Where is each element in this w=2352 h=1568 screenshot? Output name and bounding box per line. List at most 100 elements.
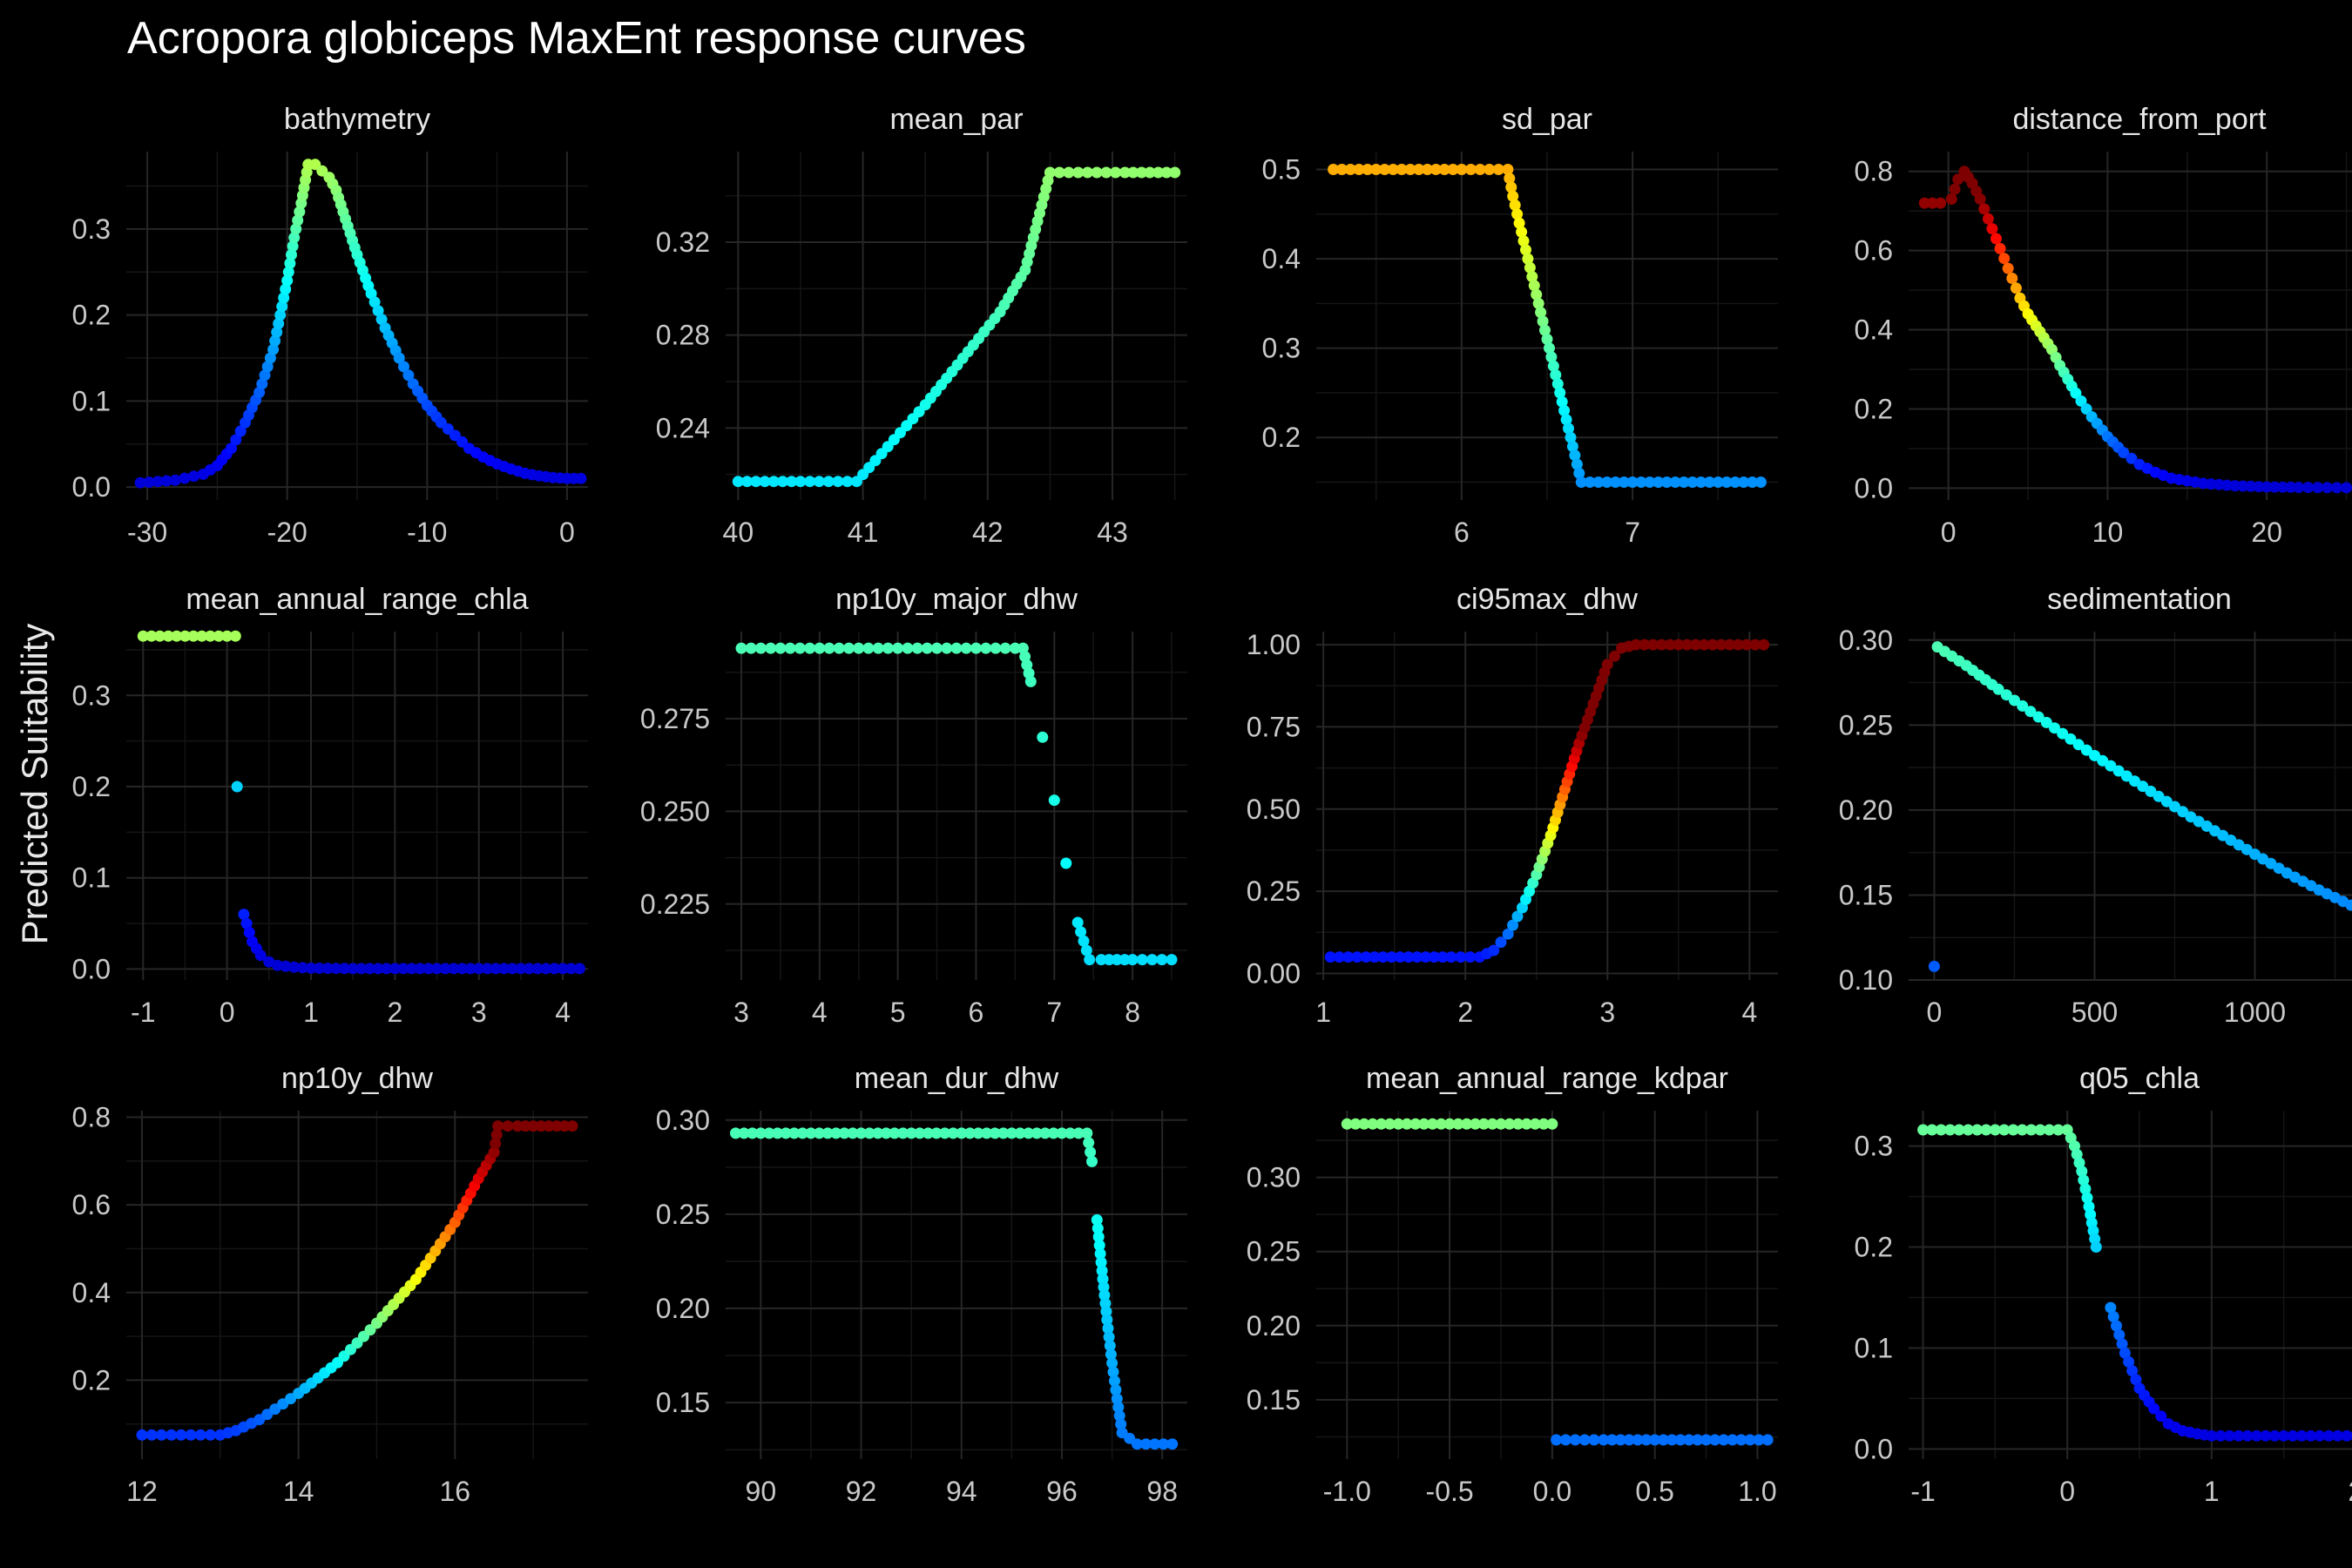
data-point [1630, 639, 1642, 651]
data-point [2016, 1124, 2028, 1136]
data-point [1465, 164, 1477, 175]
data-point [1422, 164, 1434, 175]
y-tick-label: 0.2 [1855, 1232, 1893, 1263]
x-tick-label: 500 [2072, 997, 2118, 1028]
x-tick-label: 0 [1927, 997, 1943, 1028]
x-tick-label: 43 [1097, 517, 1128, 548]
data-point [1992, 683, 2004, 695]
data-point [1952, 173, 1964, 186]
data-point [1535, 307, 1547, 319]
data-point [1474, 164, 1486, 175]
x-tick-label: 1000 [2224, 997, 2286, 1028]
data-point [882, 642, 894, 654]
data-point [1563, 422, 1574, 435]
data-point [1105, 1348, 1117, 1361]
data-point [281, 274, 294, 287]
data-point [330, 963, 342, 975]
data-point [747, 1127, 759, 1139]
data-point [1944, 1124, 1957, 1136]
x-tick-label: 4 [1741, 997, 1757, 1028]
data-point [1655, 639, 1667, 651]
data-point [862, 642, 875, 654]
data-point [2105, 1301, 2117, 1314]
data-point [282, 266, 294, 278]
y-tick-label: 0.0 [1855, 1433, 1893, 1464]
data-point [1918, 197, 1930, 209]
data-point [2065, 733, 2077, 745]
data-point [1158, 1438, 1170, 1450]
data-point [1081, 166, 1093, 179]
data-point [1512, 1118, 1524, 1130]
y-tick-label: 0.2 [72, 300, 111, 331]
data-point [997, 1127, 1010, 1139]
data-point [2206, 1429, 2218, 1442]
y-tick-label: 0.00 [1247, 957, 1301, 989]
x-tick-label: 0 [220, 997, 235, 1028]
data-point [1520, 1118, 1532, 1130]
data-point [1435, 1118, 1447, 1130]
data-point [981, 1127, 993, 1139]
data-point [272, 959, 283, 971]
data-point [2345, 899, 2352, 911]
data-point [1558, 404, 1571, 416]
data-point [1101, 1314, 1113, 1326]
y-tick-label: 0.2 [1262, 422, 1301, 453]
data-point [1102, 1322, 1114, 1335]
data-point [1989, 1124, 2001, 1136]
data-point [786, 476, 798, 488]
data-point [1601, 476, 1613, 488]
data-point [765, 642, 777, 654]
data-point [2025, 1124, 2038, 1136]
data-point [375, 314, 388, 326]
x-tick-label: 3 [471, 997, 487, 1028]
data-point [431, 963, 443, 975]
data-point [1735, 1434, 1747, 1446]
data-point [2233, 1429, 2245, 1442]
data-point [1385, 951, 1397, 963]
data-point [1396, 164, 1408, 175]
y-tick-label: 0.250 [640, 795, 710, 827]
data-point [2332, 1429, 2344, 1442]
x-tick-label: 3 [1599, 997, 1615, 1028]
y-tick-label: 0.0 [1855, 472, 1893, 504]
data-point [519, 1120, 531, 1132]
data-point [1110, 1384, 1122, 1396]
data-point [2079, 1183, 2092, 1195]
data-point [1504, 1118, 1516, 1130]
data-point [1618, 476, 1630, 488]
data-point [1464, 951, 1477, 963]
data-point [1632, 1434, 1644, 1446]
data-point [1367, 1118, 1379, 1130]
data-point [166, 1429, 178, 1441]
data-point [284, 257, 296, 269]
data-point [573, 963, 585, 975]
data-point [1166, 954, 1178, 966]
data-point [1096, 1265, 1108, 1277]
data-point [794, 476, 807, 488]
data-point [2113, 1328, 2126, 1341]
data-point [1724, 639, 1736, 651]
data-point [892, 642, 904, 654]
data-point [1511, 910, 1524, 923]
data-point [853, 642, 865, 654]
data-point [1103, 1331, 1115, 1343]
x-tick-label: -20 [267, 517, 308, 548]
data-point [931, 642, 943, 654]
data-point [1974, 193, 1986, 205]
data-point [1452, 1118, 1464, 1130]
data-point [1994, 242, 2006, 254]
x-tick-label: 0.0 [1533, 1476, 1571, 1507]
y-tick-label: 0.28 [656, 320, 710, 351]
data-point [1674, 1434, 1686, 1446]
data-point [804, 476, 816, 488]
data-point [187, 630, 199, 642]
data-point [256, 378, 268, 390]
panel-distance-from-port: 0 10 20 0.0 0.2 0.4 0.6 0.8 distance_from_port [1855, 103, 2352, 548]
y-tick-label: 0.75 [1247, 711, 1301, 742]
data-point [1438, 164, 1450, 175]
panel-title: bathymetry [284, 103, 430, 136]
panel-q05-chla: -1 0 1 2 0.0 0.1 0.2 0.3 q05_chla [1855, 1062, 2352, 1507]
data-point [1335, 164, 1348, 175]
data-point [889, 1127, 901, 1139]
data-point [2032, 711, 2044, 723]
